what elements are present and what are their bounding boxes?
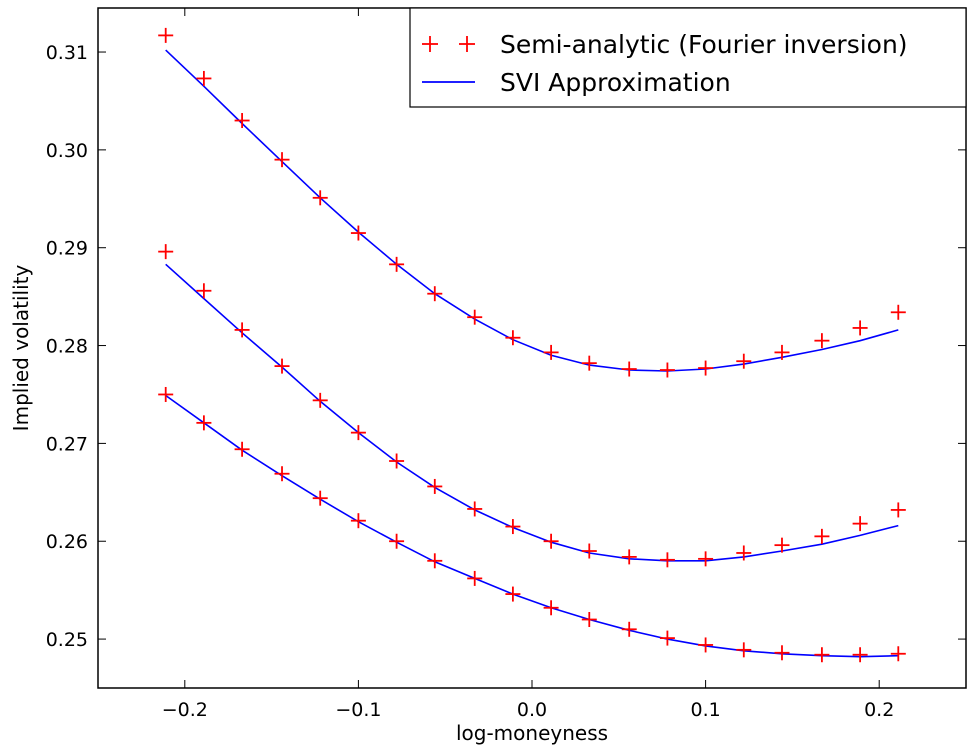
semi-analytic-point xyxy=(467,501,483,517)
semi-analytic-point xyxy=(774,344,790,360)
semi-analytic-point xyxy=(852,320,868,336)
semi-analytic-point xyxy=(196,70,212,86)
semi-analytic-point xyxy=(350,425,366,441)
semi-analytic-point xyxy=(467,309,483,325)
semi-analytic-point xyxy=(659,552,675,568)
semi-analytic-point xyxy=(774,645,790,661)
semi-analytic-markers xyxy=(158,27,906,663)
semi-analytic-point xyxy=(312,392,328,408)
semi-analytic-point xyxy=(814,647,830,663)
semi-analytic-point xyxy=(350,513,366,529)
semi-analytic-point xyxy=(581,612,597,628)
semi-analytic-point xyxy=(389,256,405,272)
semi-analytic-point xyxy=(274,358,290,374)
semi-analytic-point xyxy=(350,225,366,241)
semi-analytic-point xyxy=(852,647,868,663)
y-tick-label: 0.27 xyxy=(46,433,88,455)
semi-analytic-point xyxy=(234,322,250,338)
legend-label-svi: SVI Approximation xyxy=(500,68,731,97)
semi-analytic-point xyxy=(736,642,752,658)
semi-analytic-point xyxy=(312,190,328,206)
semi-analytic-point xyxy=(621,621,637,637)
semi-analytic-point xyxy=(234,113,250,129)
semi-analytic-point xyxy=(852,516,868,532)
legend-box xyxy=(409,7,967,108)
semi-analytic-point xyxy=(814,333,830,349)
semi-analytic-point xyxy=(581,355,597,371)
svi-line-4 xyxy=(165,263,899,562)
semi-analytic-point xyxy=(543,533,559,549)
semi-analytic-point xyxy=(736,353,752,369)
semi-analytic-point xyxy=(196,283,212,299)
semi-analytic-point xyxy=(543,344,559,360)
semi-analytic-point xyxy=(621,361,637,377)
semi-analytic-point xyxy=(698,360,714,376)
semi-analytic-point xyxy=(427,553,443,569)
semi-analytic-point xyxy=(890,646,906,662)
x-tick-label: −0.1 xyxy=(335,699,381,721)
x-axis-label: log-moneyness xyxy=(456,721,608,745)
semi-analytic-point xyxy=(158,244,174,260)
semi-analytic-point xyxy=(389,533,405,549)
x-tick-label: 0.0 xyxy=(517,699,547,721)
semi-analytic-point xyxy=(274,466,290,482)
semi-analytic-point xyxy=(814,528,830,544)
y-axis-ticks: 0.25 0.26 0.27 0.28 0.29 0.30 0.31 xyxy=(46,42,966,651)
y-tick-label: 0.30 xyxy=(46,140,88,162)
semi-analytic-point xyxy=(581,543,597,559)
semi-analytic-point xyxy=(158,27,174,43)
semi-analytic-point xyxy=(621,549,637,565)
semi-analytic-point xyxy=(698,637,714,653)
legend-marker-semi-analytic xyxy=(422,36,475,52)
semi-analytic-point xyxy=(543,600,559,616)
semi-analytic-point xyxy=(158,386,174,402)
semi-analytic-point xyxy=(659,362,675,378)
x-tick-label: −0.2 xyxy=(162,699,208,721)
semi-analytic-point xyxy=(312,490,328,506)
semi-analytic-point xyxy=(659,630,675,646)
semi-analytic-point xyxy=(505,586,521,602)
x-axis-ticks: −0.2 −0.1 0.0 0.1 0.2 xyxy=(162,8,894,721)
semi-analytic-point xyxy=(698,551,714,567)
semi-analytic-point xyxy=(890,304,906,320)
semi-analytic-point xyxy=(467,570,483,586)
y-axis-label: Implied volatility xyxy=(9,265,33,432)
semi-analytic-point xyxy=(736,545,752,561)
y-tick-label: 0.29 xyxy=(46,238,88,260)
semi-analytic-point xyxy=(427,286,443,302)
x-tick-label: 0.1 xyxy=(690,699,720,721)
semi-analytic-point xyxy=(389,453,405,469)
semi-analytic-point xyxy=(774,537,790,553)
semi-analytic-point xyxy=(274,152,290,168)
y-tick-label: 0.26 xyxy=(46,531,88,553)
x-tick-label: 0.2 xyxy=(864,699,894,721)
legend-label-semi-analytic: Semi-analytic (Fourier inversion) xyxy=(500,30,908,59)
semi-analytic-point xyxy=(505,519,521,535)
semi-analytic-point xyxy=(196,415,212,431)
semi-analytic-point xyxy=(890,502,906,518)
legend: Semi-analytic (Fourier inversion) SVI Ap… xyxy=(409,7,967,108)
y-tick-label: 0.28 xyxy=(46,336,88,358)
semi-analytic-point xyxy=(427,478,443,494)
y-tick-label: 0.31 xyxy=(46,42,88,64)
semi-analytic-point xyxy=(505,330,521,346)
semi-analytic-point xyxy=(234,441,250,457)
svi-line-3 xyxy=(165,49,899,372)
y-tick-label: 0.25 xyxy=(46,629,88,651)
